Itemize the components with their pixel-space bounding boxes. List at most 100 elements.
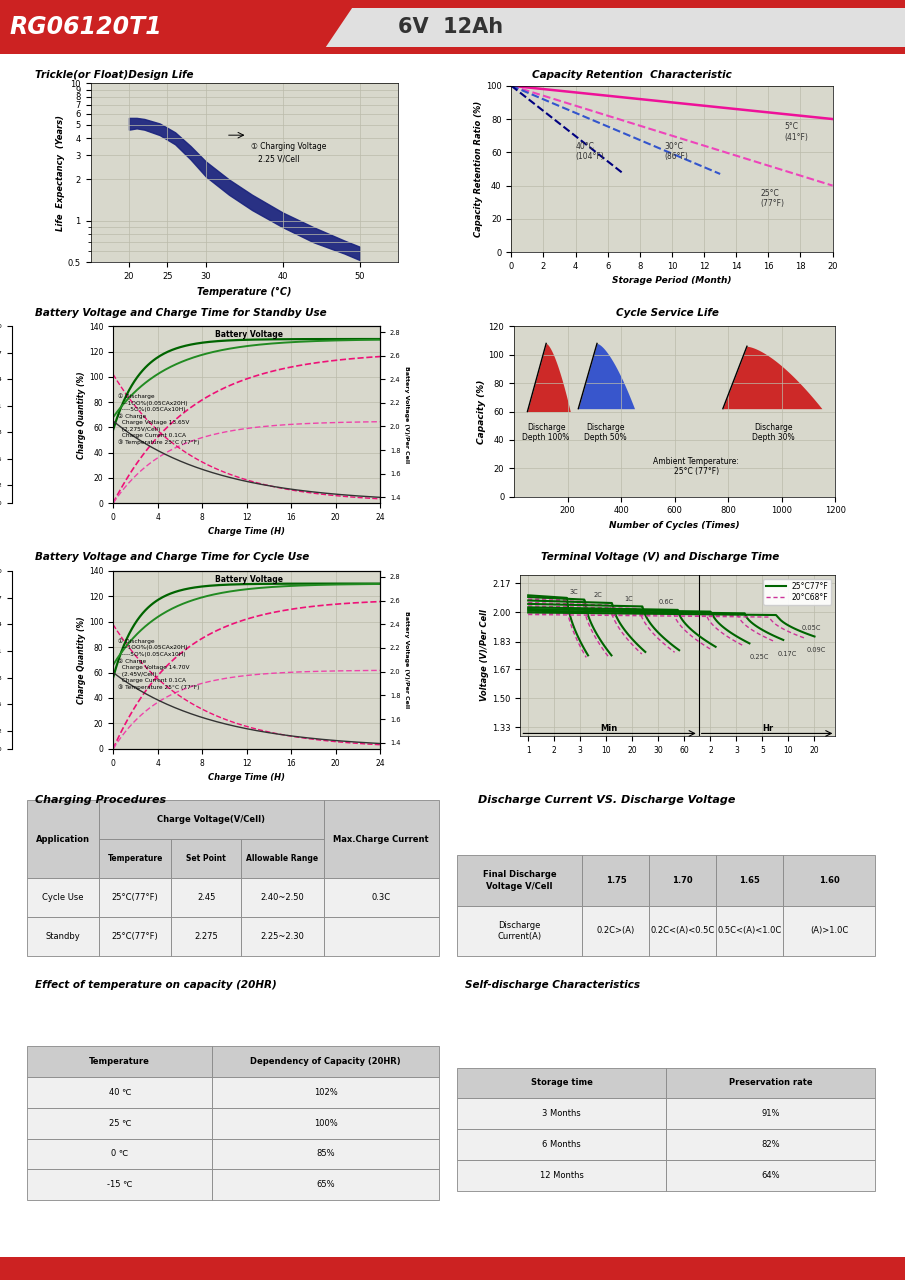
Text: 0.5C<(A)<1.0C: 0.5C<(A)<1.0C [718, 927, 782, 936]
Bar [583, 855, 650, 905]
Text: Trickle(or Float)Design Life: Trickle(or Float)Design Life [35, 69, 194, 79]
Text: Self-discharge Characteristics: Self-discharge Characteristics [465, 980, 641, 989]
Bar [171, 838, 242, 878]
Text: Ambient Temperature:
25°C (77°F): Ambient Temperature: 25°C (77°F) [653, 457, 739, 476]
Text: 102%: 102% [314, 1088, 338, 1097]
Text: ① Charging Voltage
   2.25 V/Cell: ① Charging Voltage 2.25 V/Cell [251, 142, 326, 163]
Y-axis label: Life  Expectancy  (Years): Life Expectancy (Years) [56, 115, 65, 230]
Text: Dependency of Capacity (20HR): Dependency of Capacity (20HR) [251, 1057, 401, 1066]
Text: 0.17C: 0.17C [778, 650, 797, 657]
Bar [27, 800, 100, 878]
Text: (A)>1.0C: (A)>1.0C [810, 927, 848, 936]
Legend: 25°C77°F, 20°C68°F: 25°C77°F, 20°C68°F [764, 579, 832, 605]
X-axis label: Temperature (°C): Temperature (°C) [197, 287, 291, 297]
Text: Final Discharge
Voltage V/Cell: Final Discharge Voltage V/Cell [483, 870, 557, 891]
Text: 91%: 91% [761, 1110, 780, 1119]
Bar [242, 916, 324, 956]
Text: 65%: 65% [317, 1180, 335, 1189]
Text: Battery Voltage and Charge Time for Standby Use: Battery Voltage and Charge Time for Stan… [35, 307, 327, 317]
Text: ① Discharge
  —1OO%(0.05CAx20H)
  ----5O%(0.05CAx10H)
② Charge
  Charge Voltage : ① Discharge —1OO%(0.05CAx20H) ----5O%(0.… [119, 639, 200, 690]
Bar [324, 916, 439, 956]
Text: 6 Months: 6 Months [542, 1140, 581, 1149]
Bar [666, 1160, 875, 1190]
Text: 2.25~2.30: 2.25~2.30 [261, 932, 304, 941]
Text: 25 ℃: 25 ℃ [109, 1119, 131, 1128]
Text: 82%: 82% [761, 1140, 780, 1149]
Text: 25°C(77°F): 25°C(77°F) [112, 893, 158, 902]
Text: Discharge Current VS. Discharge Voltage: Discharge Current VS. Discharge Voltage [478, 795, 735, 805]
Bar [27, 1046, 213, 1076]
Text: 85%: 85% [317, 1149, 335, 1158]
Text: Temperature: Temperature [108, 854, 163, 863]
Text: Cycle Service Life: Cycle Service Life [616, 307, 719, 317]
Text: 0.6C: 0.6C [658, 599, 673, 605]
Text: 1.75: 1.75 [605, 876, 626, 884]
Text: 0.05C: 0.05C [802, 625, 821, 631]
Text: 0.09C: 0.09C [806, 648, 826, 653]
Bar [650, 855, 716, 905]
X-axis label: Storage Period (Month): Storage Period (Month) [612, 276, 732, 285]
Bar [666, 1068, 875, 1098]
Text: 64%: 64% [761, 1171, 780, 1180]
Text: 30°C
(86°F): 30°C (86°F) [664, 142, 688, 161]
Bar [27, 1107, 213, 1139]
Text: Cycle Use: Cycle Use [43, 893, 84, 902]
Text: 40 ℃: 40 ℃ [109, 1088, 131, 1097]
Bar [666, 1129, 875, 1160]
Bar [457, 855, 583, 905]
Polygon shape [0, 0, 357, 54]
Bar [0, 47, 905, 54]
Text: 40°C
(104°F): 40°C (104°F) [576, 142, 605, 161]
Text: -15 ℃: -15 ℃ [107, 1180, 132, 1189]
Y-axis label: Charge Quantity (%): Charge Quantity (%) [77, 616, 86, 704]
Text: 0.2C>(A): 0.2C>(A) [596, 927, 635, 936]
Bar [783, 905, 875, 956]
Text: 25°C(77°F): 25°C(77°F) [112, 932, 158, 941]
Bar [457, 1098, 666, 1129]
Text: Charge Voltage(V/Cell): Charge Voltage(V/Cell) [157, 815, 265, 824]
Text: 12 Months: 12 Months [539, 1171, 584, 1180]
Y-axis label: Voltage (V)/Per Cell: Voltage (V)/Per Cell [481, 609, 490, 701]
Bar [213, 1139, 439, 1170]
Bar [171, 878, 242, 916]
Bar [324, 800, 439, 878]
Text: Allowable Range: Allowable Range [246, 854, 319, 863]
Text: Charging Procedures: Charging Procedures [35, 795, 167, 805]
Bar [27, 878, 100, 916]
Text: 2.275: 2.275 [195, 932, 218, 941]
Y-axis label: Capacity Retention Ratio (%): Capacity Retention Ratio (%) [474, 101, 483, 237]
Bar [0, 0, 905, 8]
Bar [27, 916, 100, 956]
Y-axis label: Battery Voltage (V)/Per Cell: Battery Voltage (V)/Per Cell [404, 612, 409, 708]
Bar [213, 1076, 439, 1107]
Text: Min: Min [600, 723, 617, 732]
Bar [716, 855, 783, 905]
Text: 0 ℃: 0 ℃ [111, 1149, 129, 1158]
Text: Storage time: Storage time [530, 1079, 593, 1088]
Bar [783, 855, 875, 905]
Text: Battery Voltage and Charge Time for Cycle Use: Battery Voltage and Charge Time for Cycl… [35, 553, 310, 562]
Y-axis label: Charge Quantity (%): Charge Quantity (%) [77, 371, 86, 458]
Bar [583, 905, 650, 956]
Y-axis label: Battery Voltage (V)/Per Cell: Battery Voltage (V)/Per Cell [404, 366, 409, 463]
Text: Discharge
Depth 50%: Discharge Depth 50% [584, 422, 626, 443]
Text: 2.40~2.50: 2.40~2.50 [261, 893, 304, 902]
X-axis label: Charge Time (H): Charge Time (H) [208, 527, 285, 536]
Text: Discharge
Current(A): Discharge Current(A) [498, 920, 542, 941]
Text: 5°C
(41°F): 5°C (41°F) [785, 123, 808, 142]
Bar [213, 1046, 439, 1076]
Text: Temperature: Temperature [90, 1057, 150, 1066]
X-axis label: Number of Cycles (Times): Number of Cycles (Times) [609, 521, 740, 530]
X-axis label: Charge Time (H): Charge Time (H) [208, 773, 285, 782]
Text: Hr: Hr [762, 723, 773, 732]
Text: 3C: 3C [570, 589, 578, 595]
Bar [324, 878, 439, 916]
Bar [457, 1068, 666, 1098]
Bar [27, 1170, 213, 1201]
Text: 2C: 2C [594, 593, 602, 598]
Text: Discharge
Depth 30%: Discharge Depth 30% [752, 422, 795, 443]
Bar [27, 1139, 213, 1170]
Text: Set Point: Set Point [186, 854, 226, 863]
Bar [100, 838, 171, 878]
Bar [457, 1129, 666, 1160]
